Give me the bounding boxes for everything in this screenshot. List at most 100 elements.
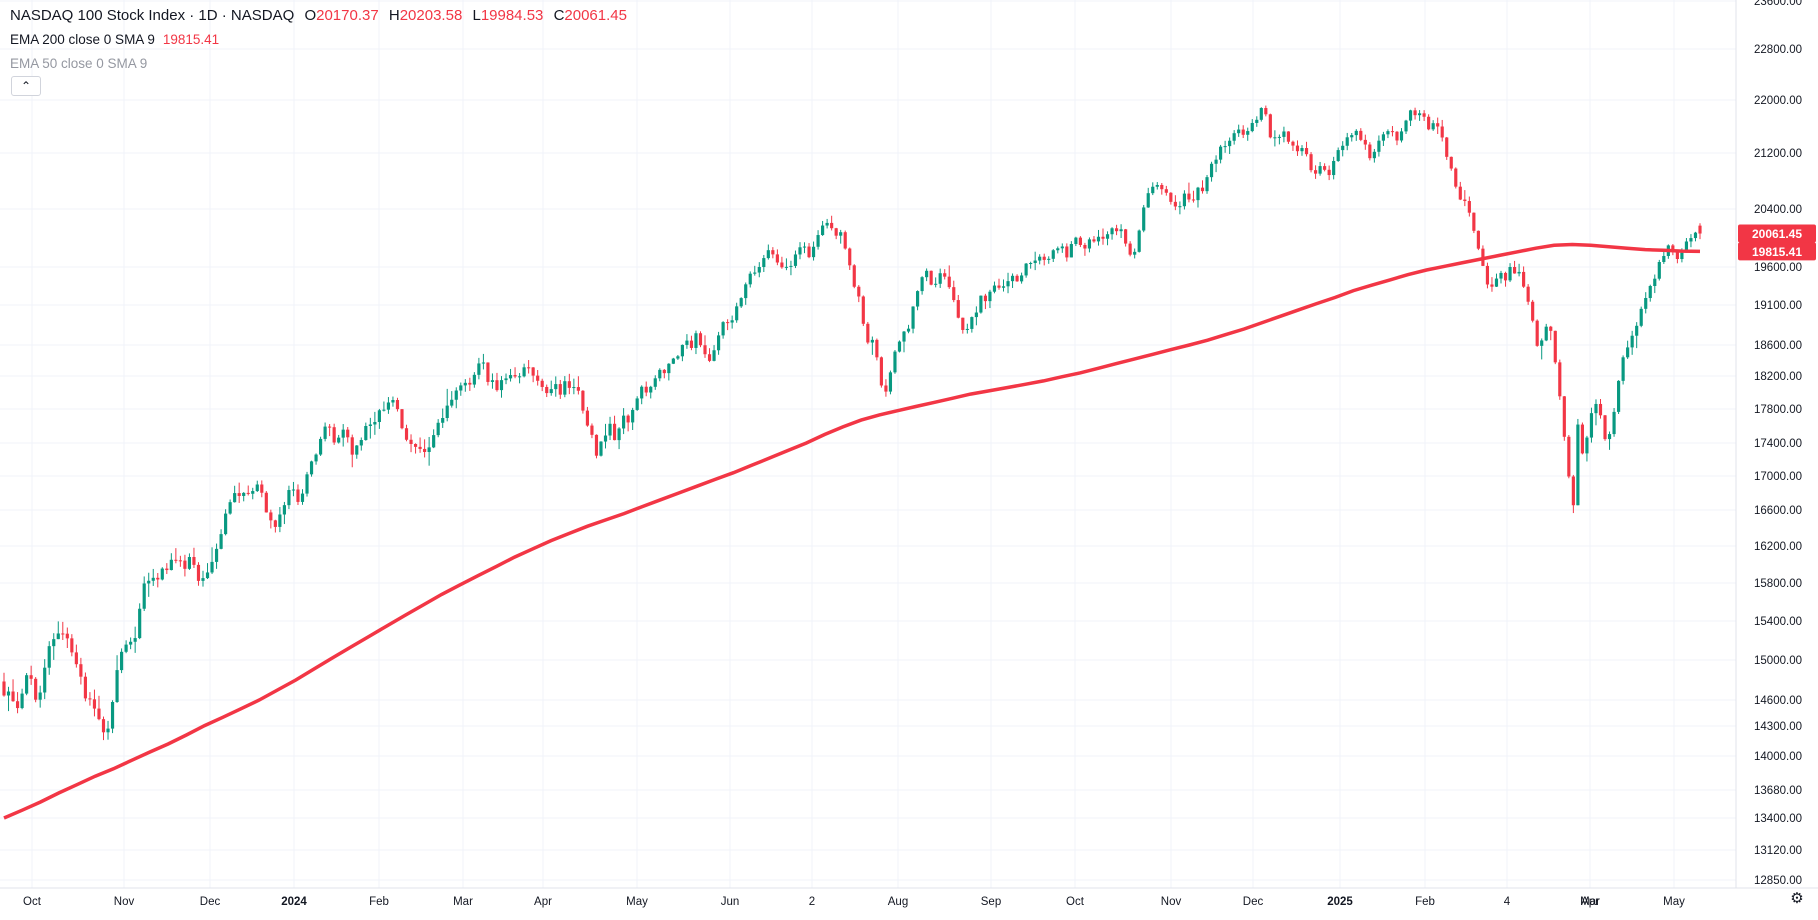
candle-body	[1390, 131, 1395, 133]
candle-body	[233, 493, 237, 503]
candle-body	[359, 440, 363, 446]
candle-body	[1282, 131, 1286, 137]
candle-body	[988, 291, 992, 302]
candle-body	[65, 633, 69, 639]
candle-body	[15, 701, 20, 709]
candle-body	[558, 384, 562, 395]
candle-body	[1589, 413, 1594, 438]
candle-body	[1137, 230, 1141, 252]
candle-body	[1490, 284, 1494, 287]
time-axis[interactable]: Oct Nov Dec 2024 Feb Mar Apr May Jun 2 Aug Sep Oct No…	[23, 896, 1685, 908]
candle-body	[793, 254, 798, 266]
open-value: 20170.37	[316, 7, 379, 24]
candle-body	[1219, 146, 1223, 160]
price-tick-label: 14300.00	[1754, 721, 1802, 733]
candle-body	[617, 428, 621, 441]
candle-body	[450, 399, 454, 406]
candle-body	[468, 382, 472, 385]
candle-body	[689, 340, 694, 348]
candle-body	[404, 428, 409, 440]
candle-body	[29, 675, 33, 679]
candle-body	[653, 378, 657, 387]
candle-body	[1250, 122, 1254, 132]
candle-body	[346, 429, 350, 438]
candle-body	[1124, 229, 1128, 244]
candle-body	[1449, 156, 1453, 169]
candle-body	[1535, 320, 1539, 346]
candle-body	[70, 638, 74, 653]
ema-50-indicator[interactable]: EMA 50 close 0 SMA 9	[10, 52, 627, 76]
candle-body	[676, 356, 680, 359]
candle-body	[780, 262, 784, 268]
candle-body	[1395, 131, 1399, 141]
symbol-title[interactable]: NASDAQ 100 Stock Index · 1D · NASDAQ	[10, 7, 295, 24]
chart-settings-button[interactable]: ⚙	[1788, 890, 1806, 908]
candle-body	[1377, 140, 1381, 152]
candle-body	[1001, 286, 1006, 288]
price-axis[interactable]: 23600.00 22800.00 22000.00 21200.00 20400.00…	[1754, 0, 1802, 887]
price-tick-label: 19100.00	[1754, 300, 1802, 312]
collapse-legend-button[interactable]: ⌃	[11, 76, 41, 96]
candle-body	[875, 339, 879, 358]
candle-body	[1571, 476, 1575, 506]
candle-body	[707, 354, 712, 361]
candle-body	[821, 225, 825, 236]
candle-body	[1295, 145, 1300, 152]
candle-body	[1472, 212, 1476, 231]
candle-body	[1363, 139, 1367, 145]
price-tick-label: 19600.00	[1754, 262, 1802, 274]
gear-icon: ⚙	[1790, 890, 1804, 907]
candle-body	[1200, 187, 1205, 192]
candle-body	[413, 443, 418, 447]
candle-body	[282, 505, 286, 515]
candle-body	[830, 222, 834, 229]
candle-body	[1304, 148, 1309, 155]
candle-body	[1544, 326, 1548, 341]
candle-body	[1051, 250, 1055, 259]
candle-body	[237, 493, 241, 496]
candle-body	[685, 340, 689, 345]
candle-body	[612, 423, 617, 441]
candle-body	[1512, 267, 1517, 274]
candle-body	[947, 276, 951, 288]
candle-body	[43, 667, 47, 693]
candle-body	[866, 323, 870, 343]
ema-value-tag-bg	[1738, 242, 1816, 261]
candle-body	[418, 446, 422, 449]
candle-body	[1689, 238, 1693, 242]
time-tick-label: 4	[1504, 896, 1511, 908]
ema-200-indicator[interactable]: EMA 200 close 0 SMA 9 19815.41	[10, 28, 627, 52]
candle-body	[721, 322, 725, 336]
candle-body	[314, 454, 318, 462]
time-tick-label: Apr	[1581, 896, 1599, 908]
candle-body	[156, 577, 160, 580]
price-tick-label: 15000.00	[1754, 655, 1802, 667]
candle-body	[906, 328, 911, 332]
candle-body	[52, 639, 56, 647]
candle-body	[839, 232, 843, 236]
candle-body	[210, 561, 214, 573]
candle-body	[1114, 228, 1119, 232]
price-tick-label: 22000.00	[1754, 95, 1802, 107]
candle-body	[192, 557, 196, 565]
candle-body	[1431, 123, 1435, 130]
candle-body	[101, 719, 106, 733]
candle-body	[1517, 271, 1521, 274]
candle-body	[1024, 263, 1028, 276]
candle-body	[1241, 129, 1245, 135]
candle-body	[129, 641, 133, 645]
candle-body	[649, 386, 653, 393]
candle-body	[1594, 403, 1598, 414]
candle-body	[38, 692, 42, 700]
close-value: 20061.45	[564, 7, 627, 24]
candle-body	[825, 222, 829, 226]
candle-body	[518, 376, 522, 378]
candle-body	[753, 272, 757, 274]
candle-body	[2, 681, 6, 696]
candle-body	[79, 664, 83, 677]
candle-body	[703, 345, 707, 355]
candle-body	[1155, 184, 1159, 187]
candle-body	[138, 608, 142, 639]
candle-body	[196, 564, 201, 581]
